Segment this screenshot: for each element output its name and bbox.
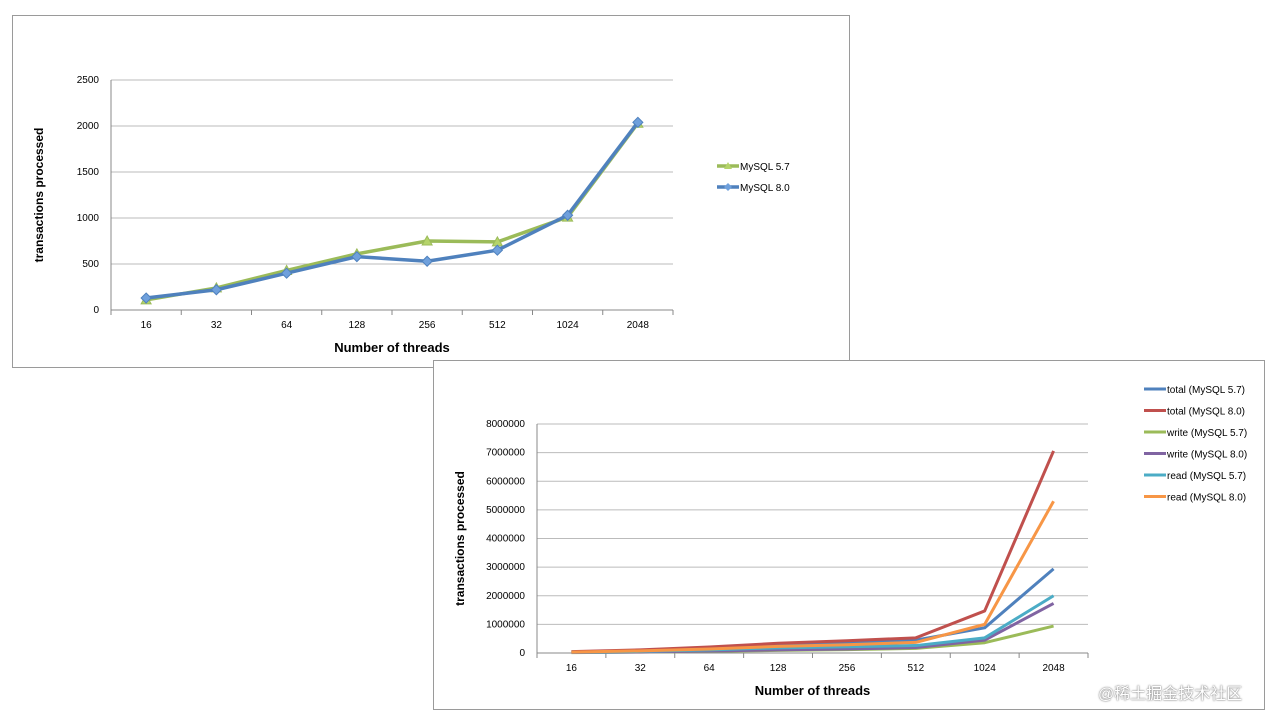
chart-2-svg: 0 1000000 2000000 3000000 4000000 5000000 6000… <box>453 385 1247 698</box>
y-tick-label: 3000000 <box>486 562 525 573</box>
legend-label: MySQL 8.0 <box>740 183 790 194</box>
data-point-marker <box>140 292 152 304</box>
data-point-marker <box>421 234 433 246</box>
x-tick-label: 512 <box>489 320 506 331</box>
data-point-marker <box>632 116 644 129</box>
y-tick-label: 1000 <box>77 213 100 224</box>
legend-label: write (MySQL 8.0) <box>1166 450 1247 461</box>
x-tick-label: 128 <box>349 320 366 331</box>
data-point-marker <box>280 267 293 279</box>
legend-marker <box>724 162 732 169</box>
legend-label: total (MySQL 8.0) <box>1167 407 1245 418</box>
legend-label: write (MySQL 5.7) <box>1166 428 1247 439</box>
y-tick-label: 2000000 <box>486 591 525 602</box>
x-tick-label: 32 <box>635 663 647 674</box>
legend-label: read (MySQL 5.7) <box>1167 471 1246 482</box>
y-tick-label: 1500 <box>77 167 100 178</box>
y-tick-label: 2000 <box>77 121 100 132</box>
y-tick-label: 1000000 <box>486 619 525 630</box>
y-tick-label: 5000000 <box>486 505 525 516</box>
chart-read-write-breakdown: 0 1000000 2000000 3000000 4000000 5000000 6000… <box>433 360 1265 710</box>
x-tick-label: 16 <box>141 320 153 331</box>
data-point-marker <box>210 284 223 296</box>
data-point-marker <box>561 209 574 221</box>
x-tick-label: 2048 <box>1042 663 1065 674</box>
x-tick-label: 128 <box>770 663 787 674</box>
x-tick-label: 1024 <box>974 663 997 674</box>
x-tick-label: 64 <box>704 663 716 674</box>
x-tick-label: 64 <box>281 320 293 331</box>
y-tick-label: 8000000 <box>486 419 525 430</box>
chart-mysql-comparison: 0 500 1000 1500 2000 2500 16 32 64 128 256 512 1024 2… <box>12 15 850 368</box>
y-tick-label: 2500 <box>77 75 100 86</box>
x-tick-label: 32 <box>211 320 223 331</box>
series-line-5 <box>571 500 1055 654</box>
y-tick-label: 0 <box>93 305 99 316</box>
data-point-marker <box>491 244 504 256</box>
x-tick-label: 512 <box>907 663 924 674</box>
y-axis-label: transactions processed <box>32 128 46 263</box>
x-tick-label: 256 <box>839 663 856 674</box>
y-axis-label: transactions processed <box>453 471 467 606</box>
series-line-0 <box>145 122 640 302</box>
legend-label: read (MySQL 8.0) <box>1167 493 1246 504</box>
x-tick-label: 1024 <box>557 320 580 331</box>
y-tick-label: 500 <box>82 259 99 270</box>
watermark: @稀土掘金技术社区 <box>1098 686 1243 703</box>
x-axis-label: Number of threads <box>755 683 871 698</box>
y-tick-label: 4000000 <box>486 534 525 545</box>
series-line-1 <box>145 121 640 300</box>
data-point-marker <box>351 250 363 263</box>
legend-label: MySQL 5.7 <box>740 162 790 173</box>
chart-1-svg: 0 500 1000 1500 2000 2500 16 32 64 128 256 512 1024 2… <box>32 75 790 355</box>
legend-label: total (MySQL 5.7) <box>1167 385 1245 396</box>
y-tick-label: 6000000 <box>486 476 525 487</box>
x-axis-label: Number of threads <box>334 340 450 355</box>
y-tick-label: 7000000 <box>486 448 525 459</box>
x-tick-label: 16 <box>566 663 578 674</box>
data-point-marker <box>421 255 433 267</box>
x-tick-label: 256 <box>419 320 436 331</box>
legend-marker <box>724 183 732 191</box>
x-tick-label: 2048 <box>627 320 650 331</box>
y-tick-label: 0 <box>519 648 525 659</box>
